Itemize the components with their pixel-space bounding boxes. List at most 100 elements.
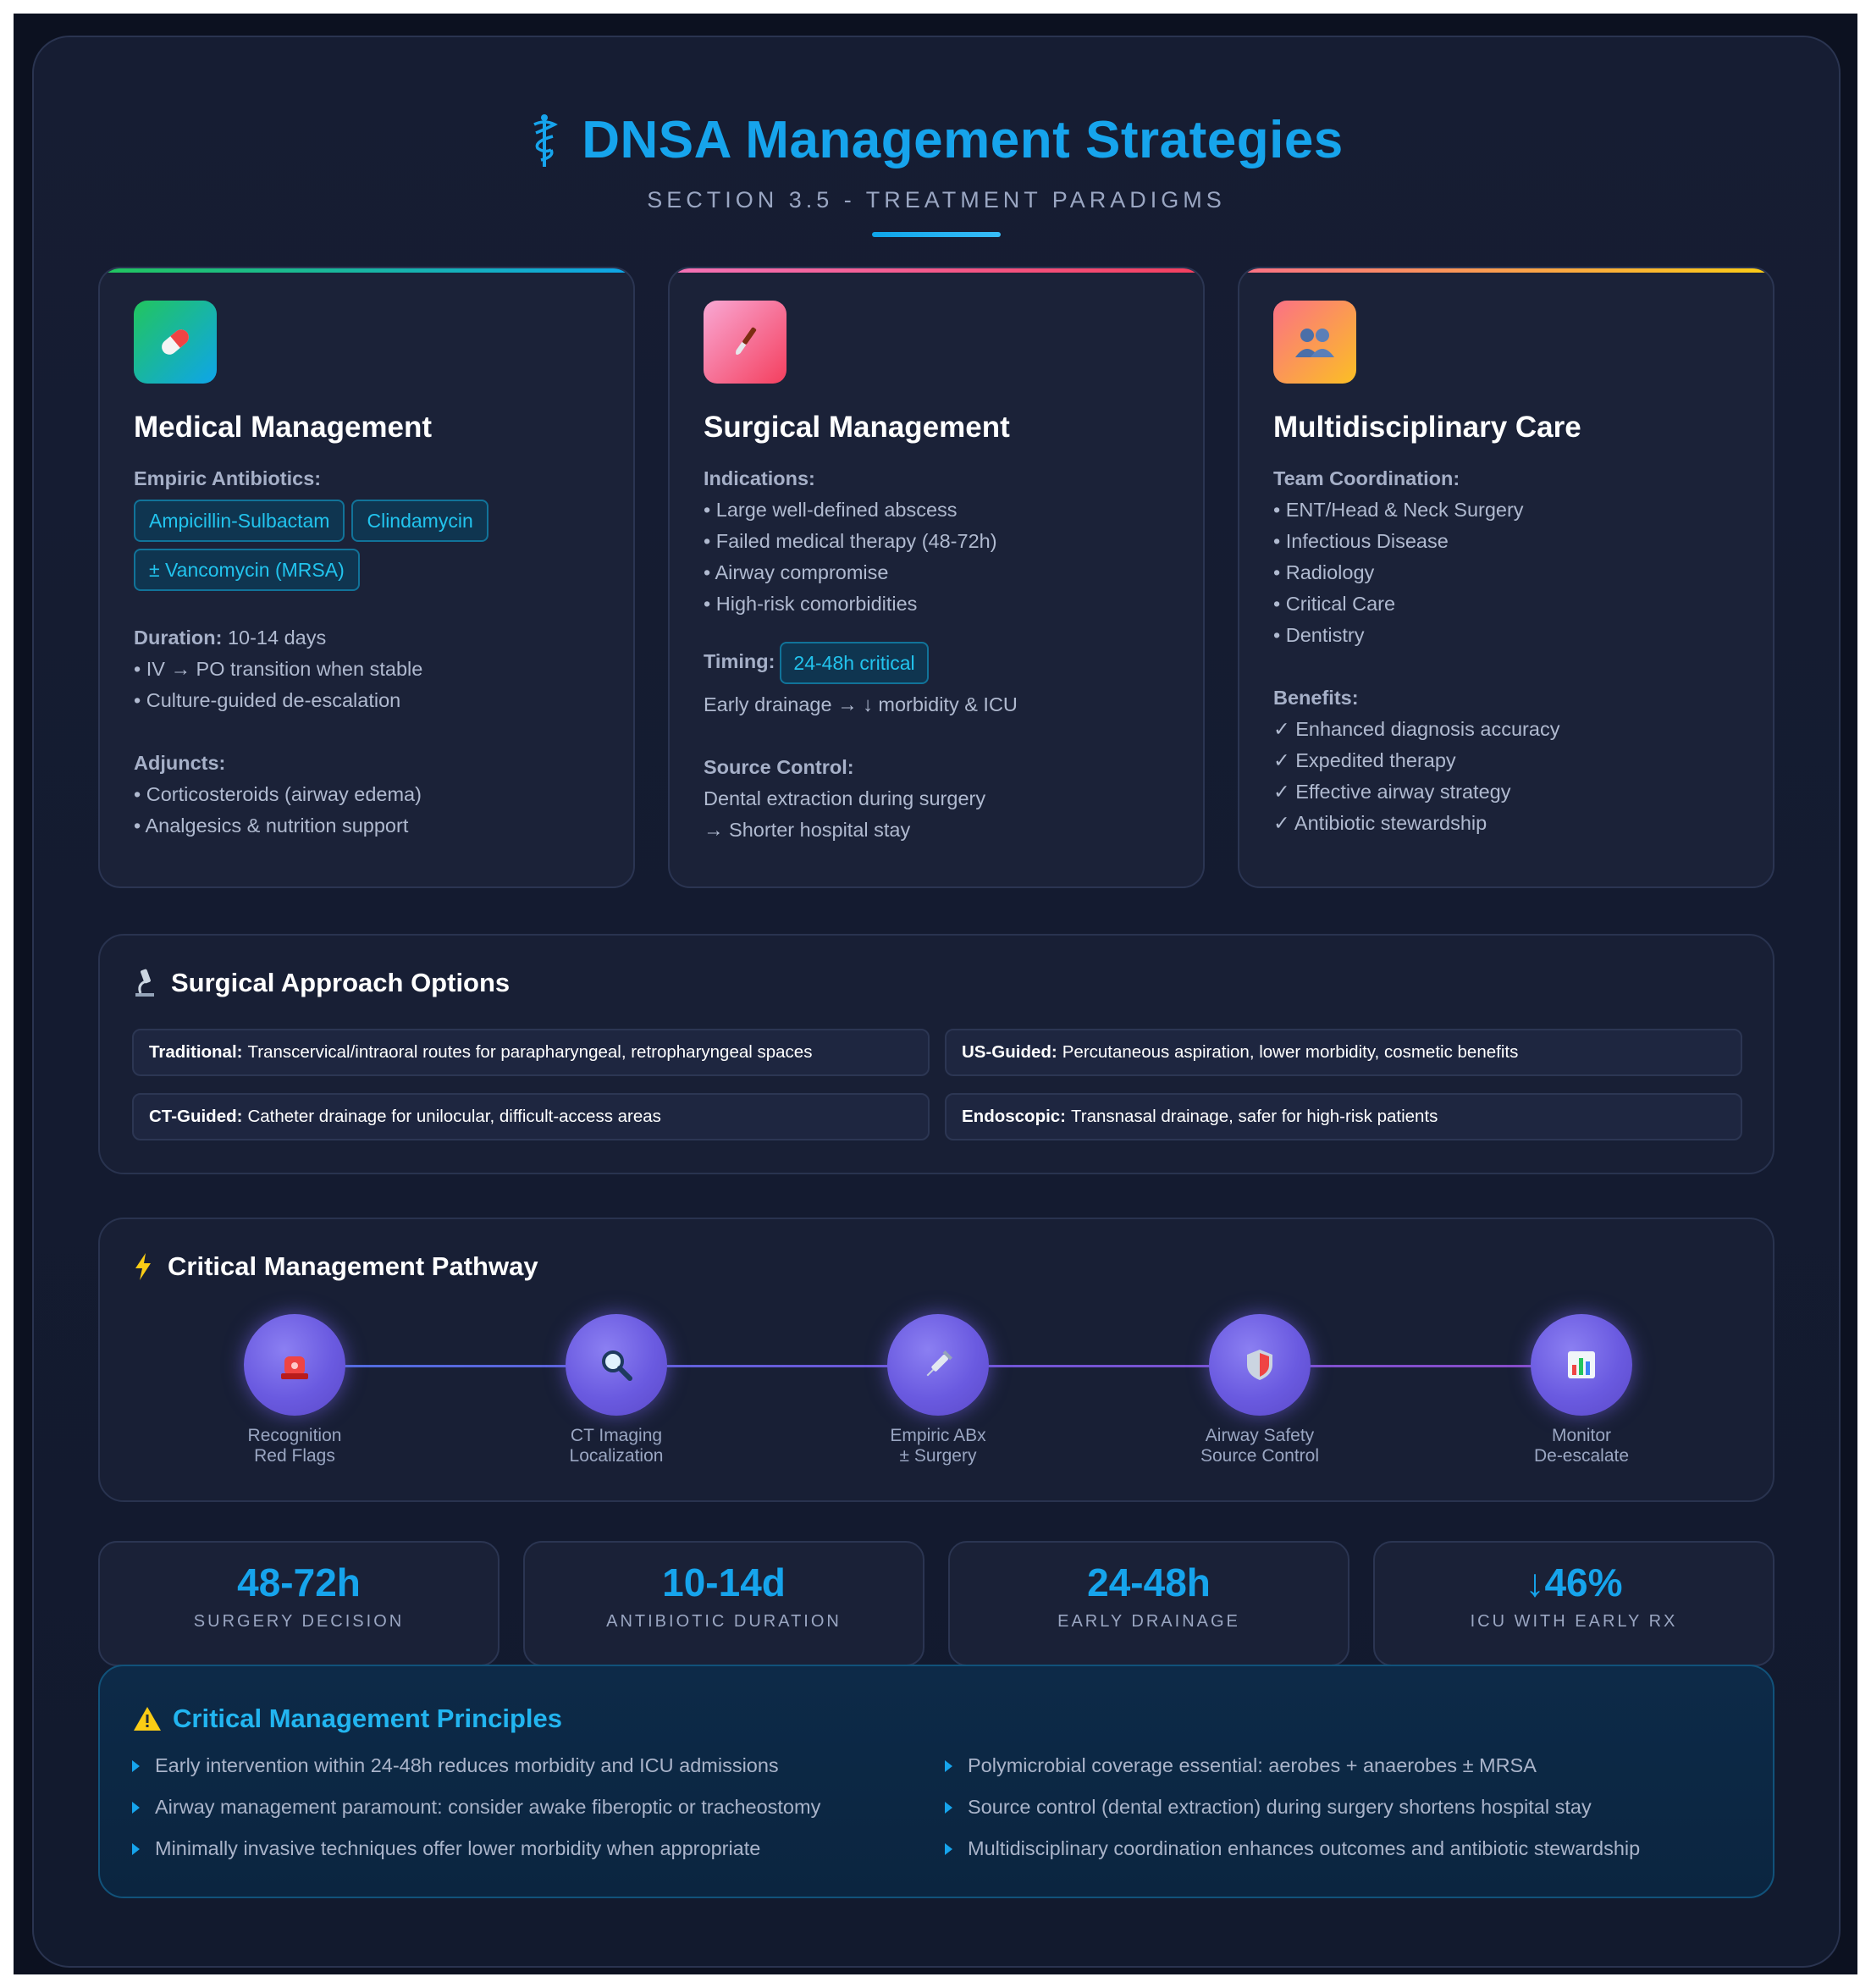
approach-name: US-Guided: — [962, 1042, 1057, 1062]
list-item: ✓ Expedited therapy — [1273, 749, 1456, 771]
list-item: ✓ Antibiotic stewardship — [1273, 812, 1487, 834]
stat-card: 10-14d ANTIBIOTIC DURATION — [523, 1541, 924, 1666]
shield-icon — [1209, 1314, 1311, 1416]
principle-text: Source control (dental extraction) durin… — [968, 1796, 1592, 1818]
principle-item: Minimally invasive techniques offer lowe… — [132, 1837, 760, 1860]
step-line: Red Flags — [254, 1446, 335, 1466]
list-item: • Critical Care — [1273, 593, 1396, 615]
step-line: Empiric ABx — [890, 1426, 986, 1445]
arrow-icon — [132, 1801, 140, 1814]
principle-item: Airway management paramount: consider aw… — [132, 1796, 820, 1819]
magnifier-icon — [566, 1314, 667, 1416]
timing-pill: 24-48h critical — [780, 642, 929, 684]
antibiotic-pill: Ampicillin-Sulbactam — [134, 500, 345, 542]
management-pathway-section: Critical Management Pathway Recognition R… — [98, 1218, 1774, 1502]
team-icon — [1273, 301, 1356, 384]
antibiotics-label: Empiric Antibiotics: — [134, 467, 322, 489]
step-line: ± Surgery — [899, 1446, 977, 1466]
multidisciplinary-care-card: Multidisciplinary Care Team Coordination… — [1238, 267, 1774, 888]
approach-option: CT-Guided: Catheter drainage for unilocul… — [132, 1093, 930, 1140]
list-item: • IV → PO transition when stable — [134, 658, 423, 680]
approach-desc: Catheter drainage for unilocular, diffic… — [247, 1107, 661, 1126]
pathway-step-label: Empiric ABx ± Surgery — [828, 1426, 1048, 1466]
stat-label: SURGERY DECISION — [193, 1612, 405, 1631]
syringe-icon — [887, 1314, 989, 1416]
principle-item: Polymicrobial coverage essential: aerobe… — [945, 1754, 1537, 1777]
page-subtitle: SECTION 3.5 - TREATMENT PARADIGMS — [647, 187, 1226, 213]
arrow-icon — [132, 1759, 140, 1772]
stat-card: 48-72h SURGERY DECISION — [98, 1541, 499, 1666]
pathway-step-label: CT Imaging Localization — [506, 1426, 726, 1466]
principle-text: Multidisciplinary coordination enhances … — [968, 1837, 1641, 1859]
list-item: • Radiology — [1273, 561, 1375, 583]
stat-value: 10-14d — [662, 1560, 786, 1604]
management-principles-section: Critical Management Principles Early int… — [98, 1665, 1774, 1898]
source-control-label: Source Control: — [704, 756, 854, 778]
approach-desc: Transcervical/intraoral routes for parap… — [247, 1042, 813, 1062]
approach-option: Traditional: Transcervical/intraoral rout… — [132, 1029, 930, 1076]
principle-item: Early intervention within 24-48h reduces… — [132, 1754, 779, 1777]
list-item: ✓ Effective airway strategy — [1273, 781, 1511, 803]
step-line: CT Imaging — [570, 1426, 663, 1445]
arrow-icon — [945, 1801, 952, 1814]
approach-desc: Transnasal drainage, safer for high-risk… — [1071, 1107, 1438, 1126]
page-title: DNSA Management Strategies — [582, 111, 1344, 169]
step-line: Monitor — [1551, 1426, 1612, 1445]
medical-management-card: Medical Management Empiric Antibiotics: … — [98, 267, 635, 888]
bar-chart-icon — [1531, 1314, 1632, 1416]
approach-desc: Percutaneous aspiration, lower morbidity… — [1062, 1042, 1519, 1062]
card-title: Multidisciplinary Care — [1273, 411, 1581, 444]
arrow-icon — [945, 1759, 952, 1772]
duration-value: 10-14 days — [227, 627, 327, 649]
list-item: Dental extraction during surgery — [704, 787, 986, 809]
scalpel-icon — [704, 301, 786, 384]
step-line: Airway Safety — [1205, 1426, 1315, 1445]
warning-icon — [134, 1707, 161, 1731]
lightning-icon — [135, 1253, 151, 1280]
stat-value: ↓46% — [1525, 1560, 1623, 1604]
stat-value: 24-48h — [1087, 1560, 1211, 1604]
card-body: Indications: • Large well-defined absces… — [704, 463, 1178, 846]
approach-option: US-Guided: Percutaneous aspiration, lower… — [945, 1029, 1742, 1076]
card-title: Surgical Management — [704, 411, 1010, 444]
stat-card: 24-48h EARLY DRAINAGE — [948, 1541, 1349, 1666]
card-accent-line — [100, 268, 633, 273]
list-item: • High-risk comorbidities — [704, 593, 918, 615]
timing-line: Timing: 24-48h critical — [704, 642, 1178, 684]
section-title-text: Critical Management Principles — [173, 1704, 562, 1733]
main-panel: DNSA Management Strategies SECTION 3.5 -… — [32, 36, 1841, 1968]
page-header: DNSA Management Strategies SECTION 3.5 -… — [34, 110, 1839, 237]
section-title-text: Critical Management Pathway — [168, 1251, 538, 1281]
principle-item: Multidisciplinary coordination enhances … — [945, 1837, 1640, 1860]
caduceus-icon — [533, 113, 559, 167]
list-item: • Analgesics & nutrition support — [134, 815, 409, 837]
approach-name: Endoscopic: — [962, 1107, 1067, 1126]
section-title-text: Surgical Approach Options — [171, 968, 511, 997]
principle-text: Minimally invasive techniques offer lowe… — [155, 1837, 761, 1859]
list-item: • Corticosteroids (airway edema) — [134, 783, 422, 805]
card-accent-line — [670, 268, 1203, 273]
pathway-step-label: Monitor De-escalate — [1471, 1426, 1692, 1466]
stat-label: EARLY DRAINAGE — [1057, 1612, 1240, 1631]
siren-icon — [244, 1314, 345, 1416]
section-title: Surgical Approach Options — [132, 968, 510, 998]
stat-value: 48-72h — [237, 1560, 361, 1604]
duration-label: Duration: — [134, 627, 223, 649]
arrow-icon — [132, 1842, 140, 1855]
list-item: • Failed medical therapy (48-72h) — [704, 530, 997, 552]
step-line: Source Control — [1200, 1446, 1320, 1466]
antibiotic-pill: ± Vancomycin (MRSA) — [134, 549, 360, 591]
card-accent-line — [1239, 268, 1773, 273]
stat-card: ↓46% ICU WITH EARLY RX — [1373, 1541, 1774, 1666]
timing-note: Early drainage → ↓ morbidity & ICU — [704, 693, 1018, 715]
surgical-management-card: Surgical Management Indications: • Large… — [668, 267, 1205, 888]
list-item: • Dentistry — [1273, 624, 1365, 646]
list-item: • Culture-guided de-escalation — [134, 689, 401, 711]
list-item: • Airway compromise — [704, 561, 889, 583]
list-item: → Shorter hospital stay — [704, 819, 911, 841]
antibiotic-pill: Clindamycin — [351, 500, 488, 542]
duration-line: Duration: 10-14 days — [134, 622, 608, 654]
principle-text: Airway management paramount: consider aw… — [155, 1796, 821, 1818]
step-line: Recognition — [247, 1426, 342, 1445]
stat-label: ANTIBIOTIC DURATION — [606, 1612, 842, 1631]
